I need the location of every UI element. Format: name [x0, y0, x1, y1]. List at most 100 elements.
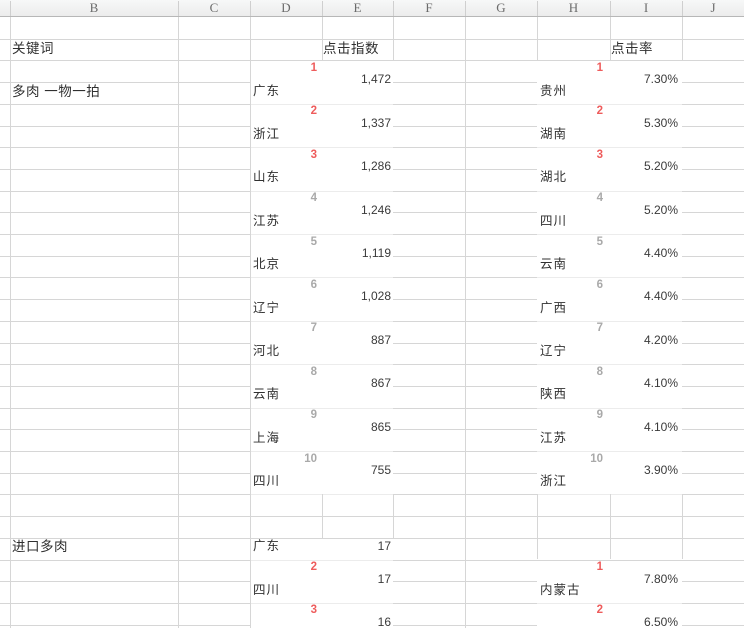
province-cell[interactable]: 浙江: [540, 474, 568, 489]
rank-number[interactable]: 4: [596, 192, 603, 205]
value-cell[interactable]: 4.40%: [643, 289, 678, 304]
keyword-header-cell[interactable]: 关键词: [12, 40, 54, 56]
value-cell[interactable]: 867: [370, 376, 391, 391]
province-cell[interactable]: 广东: [253, 539, 281, 554]
value-cell[interactable]: 17: [377, 539, 391, 554]
grid-line: [682, 38, 744, 40]
value-cell[interactable]: 1,119: [361, 246, 391, 260]
rank-number[interactable]: 6: [310, 278, 317, 291]
value-cell[interactable]: 4.10%: [643, 419, 678, 434]
value-cell[interactable]: 4.10%: [643, 376, 678, 391]
grid-line: [537, 234, 682, 235]
value-cell[interactable]: 7.30%: [643, 72, 678, 87]
grid-line: [537, 537, 682, 539]
grid-line: [0, 342, 250, 344]
keyword-cell[interactable]: 进口多肉: [12, 539, 68, 555]
province-cell[interactable]: 辽宁: [540, 344, 568, 358]
value-cell[interactable]: 1,472: [360, 72, 391, 87]
province-cell[interactable]: 辽宁: [253, 300, 281, 315]
keyword-cell[interactable]: 多肉 一物一拍: [12, 83, 101, 99]
rank-number[interactable]: 5: [310, 235, 317, 248]
province-cell[interactable]: 浙江: [253, 127, 281, 141]
province-cell[interactable]: 贵州: [540, 83, 568, 98]
rank-number[interactable]: 7: [596, 322, 603, 335]
province-cell[interactable]: 河北: [253, 344, 281, 358]
value-cell[interactable]: 5.30%: [643, 115, 678, 130]
province-cell[interactable]: 北京: [253, 257, 281, 272]
province-cell[interactable]: 四川: [253, 582, 281, 597]
value-cell[interactable]: 1,246: [360, 202, 391, 217]
province-cell[interactable]: 山东: [253, 170, 281, 185]
grid-line: [537, 516, 682, 518]
rank-number[interactable]: 1: [596, 61, 603, 74]
province-cell[interactable]: 湖南: [540, 127, 568, 141]
value-cell[interactable]: 5.20%: [643, 202, 678, 217]
province-cell[interactable]: 四川: [540, 213, 568, 228]
grid-line: [537, 190, 682, 192]
rank-number[interactable]: 3: [310, 148, 317, 161]
value-cell[interactable]: 4.40%: [643, 246, 678, 260]
column-header-I[interactable]: I: [643, 0, 649, 15]
value-cell[interactable]: 7.80%: [643, 571, 678, 586]
column-header-C[interactable]: C: [209, 0, 219, 15]
grid-line: [250, 364, 393, 366]
column-header-J[interactable]: J: [710, 0, 716, 15]
rank-number[interactable]: 10: [304, 452, 317, 465]
value-cell[interactable]: 755: [370, 463, 391, 477]
rank-number[interactable]: 9: [310, 409, 317, 422]
province-cell[interactable]: 广东: [253, 83, 281, 98]
rank-number[interactable]: 5: [596, 235, 603, 248]
rank-number[interactable]: 9: [596, 409, 603, 422]
value-cell[interactable]: 6.50%: [643, 614, 678, 628]
column-header-E[interactable]: E: [353, 0, 362, 15]
province-cell[interactable]: 湖北: [540, 170, 568, 185]
province-cell[interactable]: 内蒙古: [540, 582, 581, 597]
value-cell[interactable]: 1,286: [360, 159, 391, 174]
rank-number[interactable]: 10: [590, 452, 603, 465]
rank-number[interactable]: 4: [310, 192, 317, 205]
value-cell[interactable]: 5.20%: [643, 159, 678, 174]
column-header-D[interactable]: D: [281, 0, 291, 15]
rank-number[interactable]: 6: [596, 278, 603, 291]
province-cell[interactable]: 江苏: [253, 213, 281, 228]
rank-number[interactable]: 7: [310, 322, 317, 335]
province-cell[interactable]: 上海: [253, 430, 281, 445]
rank-number[interactable]: 8: [310, 365, 317, 378]
column-header-B[interactable]: B: [89, 0, 99, 15]
value-cell[interactable]: 3.90%: [643, 463, 678, 477]
province-cell[interactable]: 四川: [253, 474, 281, 489]
province-cell[interactable]: 云南: [253, 387, 281, 402]
click-rate-header-cell[interactable]: 点击率: [611, 40, 653, 56]
rank-number[interactable]: 1: [596, 561, 603, 573]
grid-line: [537, 364, 682, 366]
province-cell[interactable]: 陕西: [540, 387, 568, 402]
value-cell[interactable]: 17: [377, 571, 391, 586]
grid-line: [178, 17, 179, 628]
rank-number[interactable]: 1: [310, 61, 317, 74]
value-cell[interactable]: 887: [370, 332, 391, 347]
rank-number[interactable]: 3: [310, 604, 317, 617]
value-cell[interactable]: 1,028: [360, 289, 391, 304]
click-index-header-cell[interactable]: 点击指数: [323, 40, 379, 56]
grid-line: [250, 320, 393, 322]
grid-line: [250, 494, 393, 496]
column-separator: [610, 1, 611, 16]
rank-number[interactable]: 2: [310, 561, 317, 573]
value-cell[interactable]: 16: [377, 614, 391, 628]
column-header-G[interactable]: G: [496, 0, 506, 15]
value-cell[interactable]: 4.20%: [643, 332, 678, 347]
column-header-H[interactable]: H: [568, 0, 579, 15]
province-cell[interactable]: 云南: [540, 257, 568, 272]
rank-number[interactable]: 3: [596, 148, 603, 161]
rank-number[interactable]: 2: [596, 105, 603, 118]
rank-number[interactable]: 2: [310, 105, 317, 118]
value-cell[interactable]: 1,337: [360, 115, 391, 130]
province-cell[interactable]: 江苏: [540, 430, 568, 445]
rank-number[interactable]: 8: [596, 365, 603, 378]
column-header-F[interactable]: F: [425, 0, 433, 15]
rank-number[interactable]: 2: [596, 604, 603, 617]
value-cell[interactable]: 865: [370, 419, 391, 434]
province-cell[interactable]: 广西: [540, 300, 568, 315]
grid-line: [682, 320, 744, 322]
